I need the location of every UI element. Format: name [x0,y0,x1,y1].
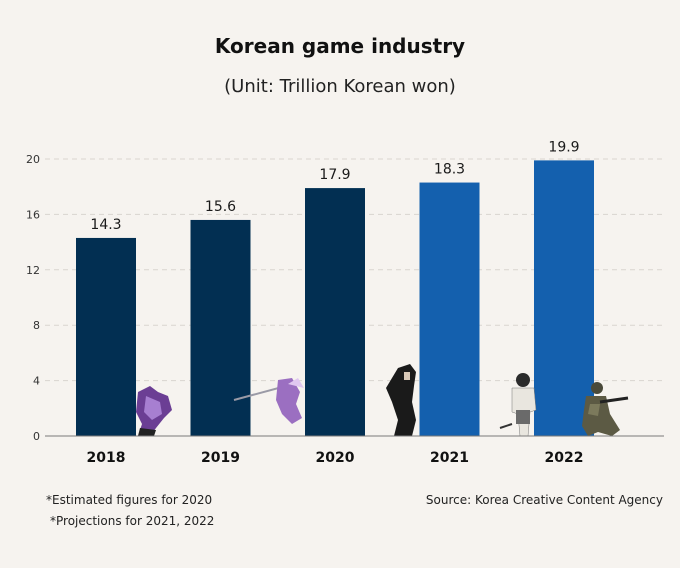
dark-haired-woman-illustration [386,364,416,436]
value-label: 14.3 [90,217,121,233]
y-tick-label: 8 [33,319,40,332]
footnote-projections: *Projections for 2021, 2022 [50,514,215,528]
chart-subtitle: (Unit: Trillion Korean won) [224,76,456,97]
bars [76,160,594,436]
bar-2021 [419,182,480,436]
y-axis-ticks: 0 4 8 12 16 20 [26,153,40,443]
y-tick-label: 0 [33,430,40,443]
y-tick-label: 12 [26,264,40,277]
x-axis-ticks: 2018 2019 2020 2021 2022 [87,450,584,466]
value-label: 15.6 [205,199,236,215]
chart-title: Korean game industry [214,34,466,58]
x-tick-label: 2021 [430,450,469,466]
value-label: 17.9 [319,167,350,183]
bar-2019 [190,219,251,436]
bar-2018 [76,237,136,436]
x-tick-label: 2020 [316,450,355,466]
y-tick-label: 16 [26,208,40,221]
bar-2020 [305,188,365,436]
footnote-estimated: *Estimated figures for 2020 [46,493,213,507]
value-labels: 14.3 15.6 17.9 18.3 19.9 [90,139,579,233]
source-note: Source: Korea Creative Content Agency [425,493,663,507]
fighter-with-spear-illustration [233,378,304,424]
y-tick-label: 20 [26,153,40,166]
x-tick-label: 2019 [201,450,240,466]
purple-creature-illustration [136,386,172,436]
value-label: 19.9 [548,139,579,155]
crouching-soldier-illustration [582,382,629,436]
x-tick-label: 2022 [545,450,584,466]
soldier-with-helmet-illustration [499,373,537,437]
x-tick-label: 2018 [87,450,126,466]
y-tick-label: 4 [33,375,40,388]
bar-2022 [534,160,594,436]
value-label: 18.3 [434,162,465,178]
